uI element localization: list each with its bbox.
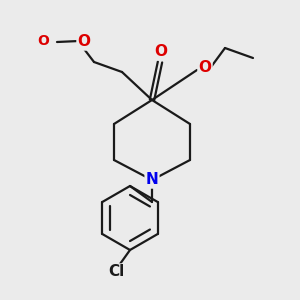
Text: Cl: Cl bbox=[108, 265, 124, 280]
Text: O: O bbox=[37, 34, 49, 48]
Text: O: O bbox=[77, 34, 91, 50]
Text: O: O bbox=[154, 44, 167, 59]
Text: O: O bbox=[199, 61, 212, 76]
Text: N: N bbox=[146, 172, 158, 188]
